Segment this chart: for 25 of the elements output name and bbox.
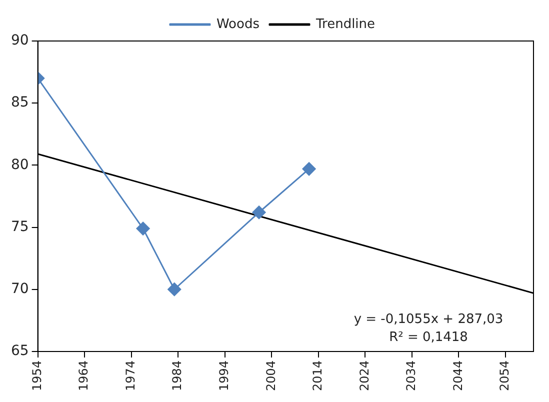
legend-label: Trendline: [314, 16, 376, 32]
x-tick-label: 1974: [123, 360, 138, 392]
point: [168, 282, 182, 296]
x-tick-label: 2014: [310, 360, 325, 392]
annotation: R² = 0,1418: [389, 330, 468, 345]
y-tick-label: 70: [10, 281, 29, 298]
x-tick-label: 1964: [76, 360, 91, 392]
legend-label: Woods: [216, 16, 260, 32]
x-tick-label: 1984: [170, 360, 184, 392]
y-tick-label: 80: [10, 156, 29, 173]
x-tick-label: 2024: [357, 360, 372, 392]
point: [302, 162, 316, 176]
y-tick-label: 90: [10, 32, 29, 49]
x-tick-label: 2004: [264, 360, 278, 392]
point: [252, 206, 266, 220]
point: [136, 222, 150, 236]
x-tick-label: 2054: [498, 360, 512, 392]
annotation: y = -0,1055x + 287,03: [354, 312, 504, 327]
x-tick-label: 2044: [450, 360, 465, 392]
y-tick-label: 65: [10, 343, 29, 360]
x-tick-label: 2034: [404, 360, 418, 392]
y-tick-label: 75: [10, 218, 29, 235]
x-tick-label: 1954: [30, 360, 44, 392]
y-tick-label: 85: [10, 94, 29, 111]
x-tick-label: 1994: [216, 360, 231, 392]
